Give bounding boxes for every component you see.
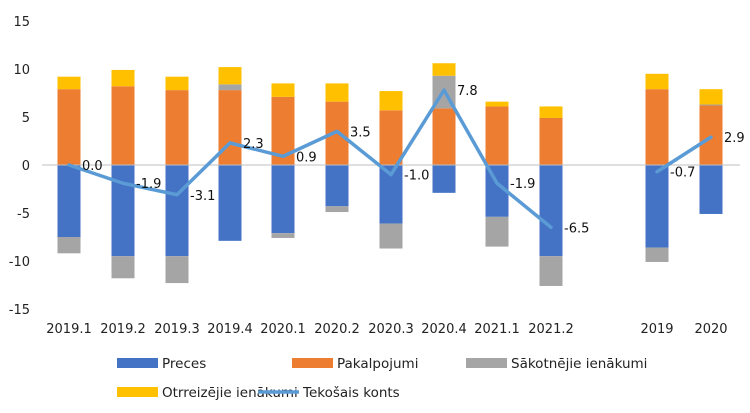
x-tick-label: 2020.2 — [314, 322, 360, 337]
bar-segment — [165, 165, 189, 257]
x-tick-label: 2020 — [694, 322, 727, 337]
bar-segment — [485, 101, 509, 107]
bar-segment — [645, 73, 669, 90]
line-data-label: -0.7 — [670, 166, 695, 181]
line-data-label: -1.9 — [510, 177, 535, 192]
line-data-label: 0.9 — [296, 150, 317, 165]
bar-segment — [165, 90, 189, 165]
bar-segment — [485, 216, 509, 247]
bar-segment — [57, 89, 81, 165]
bar-segment — [271, 83, 295, 97]
y-tick-label: 5 — [22, 111, 30, 126]
bar-segment — [325, 165, 349, 207]
line-data-label: 3.5 — [350, 125, 371, 140]
bar-segment — [645, 89, 669, 165]
y-tick-label: 15 — [13, 15, 30, 30]
bar-segment — [539, 106, 563, 118]
bar-segment — [699, 104, 723, 106]
bar-segment — [325, 83, 349, 102]
x-tick-label: 2021.2 — [528, 322, 574, 337]
line-segment — [655, 135, 713, 174]
bar-segment — [218, 90, 242, 165]
bar-segment — [699, 165, 723, 214]
bar-segment — [699, 105, 723, 165]
bar-segment — [645, 165, 669, 248]
line-data-label: 0.0 — [82, 159, 103, 174]
bar-segment — [325, 206, 349, 213]
bar-segment — [218, 165, 242, 241]
bar-segment — [57, 237, 81, 254]
x-axis-ticks: 2019.1 2019.2 2019.3 2019.4 2020.1 2020.2 2020… — [46, 322, 727, 337]
bar-segment — [432, 165, 456, 193]
bar-segment — [165, 76, 189, 91]
bar-segment — [271, 96, 295, 165]
y-tick-label: 0 — [22, 159, 30, 174]
bar-segment — [111, 165, 135, 257]
legend-label: Preces — [162, 356, 206, 372]
bar-segment — [218, 84, 242, 91]
bar-segment — [57, 165, 81, 237]
line-data-label: -1.0 — [404, 169, 429, 184]
bar-segment — [271, 165, 295, 234]
bar-segment — [379, 223, 403, 249]
bar-segment — [218, 67, 242, 85]
bar-segment — [271, 233, 295, 238]
bar-segment — [379, 165, 403, 224]
bar-segment — [165, 256, 189, 284]
y-tick-label: -10 — [9, 255, 30, 270]
bar-segment — [699, 89, 723, 105]
legend-swatch — [292, 358, 333, 368]
bar-segment — [379, 110, 403, 165]
bar-segment — [57, 76, 81, 90]
x-tick-label: 2020.1 — [260, 322, 306, 337]
bar-segment — [111, 69, 135, 87]
legend-swatch — [117, 358, 158, 368]
x-tick-label: 2019.1 — [46, 322, 92, 337]
legend-label: Tekošais konts — [302, 385, 400, 401]
y-tick-label: -15 — [9, 303, 30, 318]
bar-segment — [539, 117, 563, 165]
legend-label: Otrreizējie ienākumi — [162, 385, 298, 401]
bar-segment — [111, 86, 135, 165]
bar-segment — [432, 108, 456, 165]
bar-segment — [645, 247, 669, 262]
x-tick-label: 2019 — [640, 322, 673, 337]
bar-segment — [539, 165, 563, 257]
x-tick-label: 2020.3 — [368, 322, 414, 337]
legend-swatch — [117, 387, 158, 397]
bar-segment — [111, 256, 135, 279]
bar-segment — [485, 106, 509, 165]
x-tick-label: 2019.4 — [207, 322, 253, 337]
current-account-line — [67, 88, 713, 230]
bar-segment — [379, 91, 403, 111]
bar-segment — [432, 63, 456, 76]
legend-label: Pakalpojumi — [337, 356, 418, 372]
bar-segment — [485, 165, 509, 217]
legend-swatch — [466, 358, 507, 368]
legend: Preces Pakalpojumi Sākotnējie ienākumi Otrr… — [117, 356, 647, 401]
bar-segment — [539, 256, 563, 286]
y-tick-label: -5 — [17, 207, 30, 222]
x-tick-label: 2019.2 — [100, 322, 146, 337]
line-data-label: 2.3 — [243, 137, 264, 152]
x-tick-label: 2019.3 — [154, 322, 200, 337]
data-labels: 0.0 -1.9 -3.1 2.3 0.9 3.5 -1.0 7.8 -1.9 -6.5 -0.7 2… — [82, 84, 745, 236]
y-tick-label: 10 — [13, 63, 30, 78]
line-segment — [67, 88, 553, 230]
x-tick-label: 2021.1 — [474, 322, 520, 337]
line-data-label: -3.1 — [190, 189, 215, 204]
line-data-label: 2.9 — [724, 131, 745, 146]
line-data-label: 7.8 — [457, 84, 478, 99]
y-axis-ticks: 15 10 5 0 -5 -10 -15 — [9, 15, 30, 318]
line-data-label: -1.9 — [136, 177, 161, 192]
legend-label: Sākotnējie ienākumi — [511, 356, 647, 372]
line-data-label: -6.5 — [564, 221, 589, 236]
x-tick-label: 2020.4 — [421, 322, 467, 337]
